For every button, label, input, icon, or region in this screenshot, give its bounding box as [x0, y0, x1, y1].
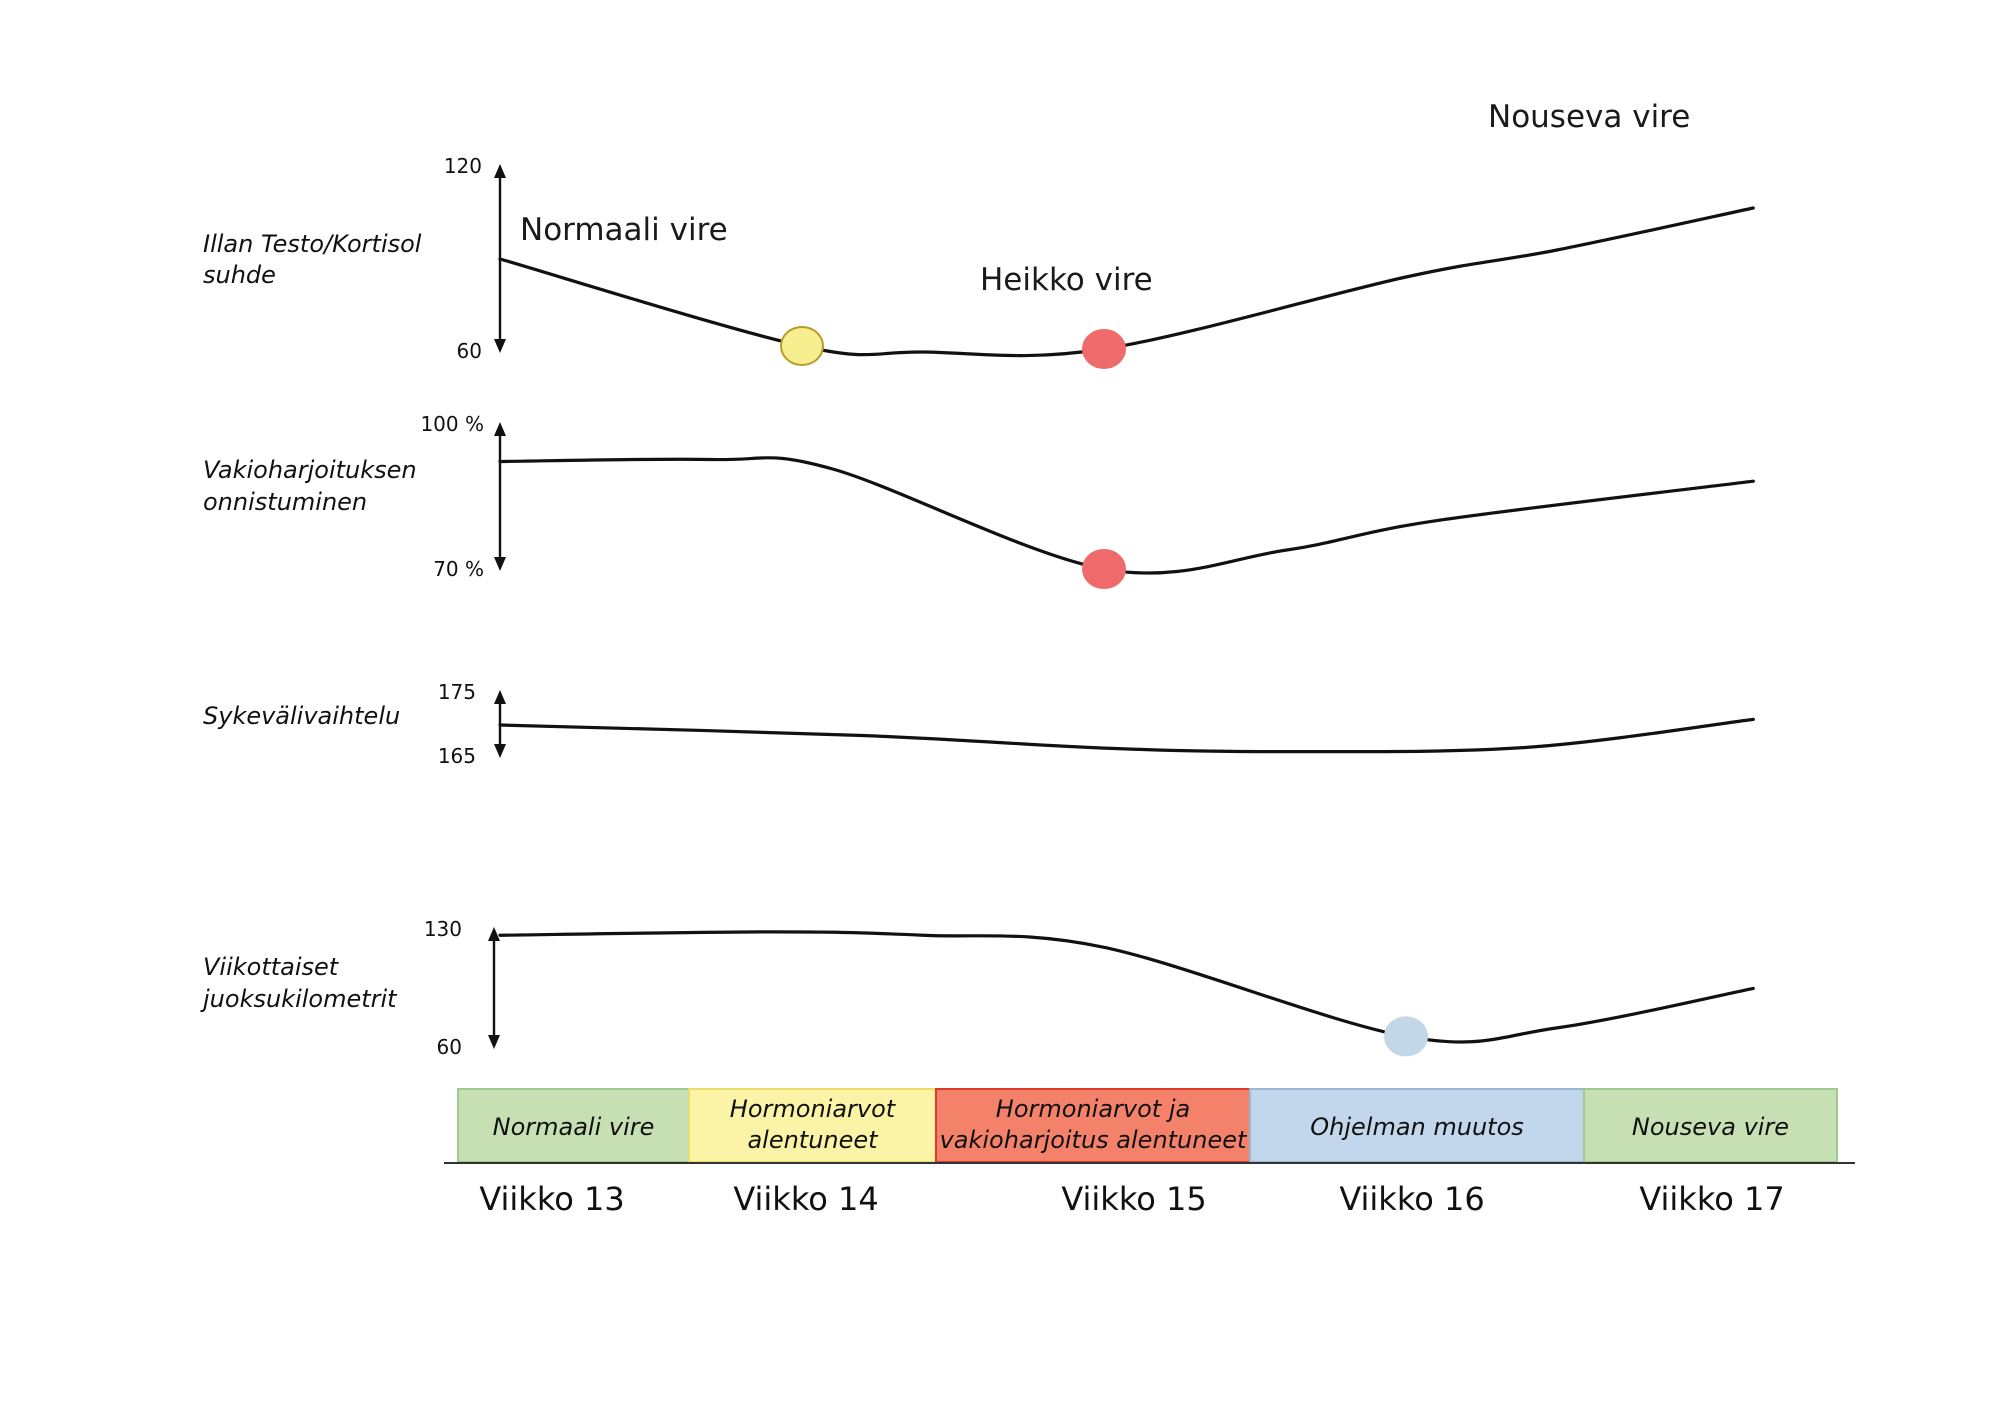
panel-axis-arrow-down-testo	[494, 339, 506, 353]
curve-juoksu	[498, 930, 1755, 1044]
phase-block-0	[457, 1088, 690, 1163]
week-labels: Viikko 13 Viikko 14 Viikko 15 Viikko 16 Viik…	[479, 1180, 1784, 1218]
panel-ymax-syke: 175	[438, 680, 476, 704]
panel-axes: 120 60 100 % 70 % 175 165 130 60	[420, 154, 506, 1059]
week-label-3: Viikko 16	[1339, 1180, 1484, 1218]
phase-label-4-line-0: Nouseva vire	[1632, 1113, 1789, 1141]
phase-label-2-line-1: vakioharjoitus alentuneet	[940, 1126, 1248, 1154]
panel-label-vakio-line-1: onnistuminen	[203, 488, 367, 516]
panel-ymin-vakio: 70 %	[433, 557, 484, 581]
phase-label-1-line-1: alentuneet	[747, 1126, 879, 1154]
phase-label-3-line-0: Ohjelman muutos	[1310, 1113, 1524, 1141]
phase-label-2-line-0: Hormoniarvot ja	[996, 1095, 1190, 1123]
week-label-0: Viikko 13	[479, 1180, 624, 1218]
panel-label-testo-line-1: suhde	[203, 261, 276, 289]
panel-axis-arrow-down-juoksu	[488, 1035, 500, 1049]
phase-block-4	[1583, 1088, 1838, 1163]
marker-testo-1	[1082, 329, 1126, 369]
panel-label-vakio-line-0: Vakioharjoituksen	[203, 456, 417, 484]
panel-curves	[498, 206, 1755, 1044]
curve-vakio	[498, 456, 1755, 575]
panel-ymin-juoksu: 60	[437, 1035, 462, 1059]
panel-ymax-vakio: 100 %	[420, 412, 484, 436]
panel-axis-arrow-up-juoksu	[488, 927, 500, 941]
annotation-normaali-vire: Normaali vire	[520, 212, 728, 248]
annotation-nouseva-vire: Nouseva vire	[1488, 99, 1690, 135]
marker-vakio-0	[1082, 549, 1126, 590]
phase-block-2	[935, 1088, 1251, 1163]
week-label-2: Viikko 15	[1061, 1180, 1206, 1218]
phase-block-1	[688, 1088, 937, 1163]
panel-labels: Illan Testo/Kortisol suhde Vakioharjoituks…	[200, 230, 422, 1013]
marker-testo-0	[780, 326, 824, 366]
panel-ymin-syke: 165	[438, 744, 476, 768]
phase-bar: Normaali vire Hormoniarvot alentuneet Hormo…	[457, 1088, 1838, 1163]
panel-axis-arrow-up-syke	[494, 690, 506, 704]
panel-ymax-juoksu: 130	[424, 917, 462, 941]
curve-syke	[498, 717, 1755, 754]
marker-juoksu-0	[1384, 1016, 1428, 1057]
phase-label-0-line-0: Normaali vire	[493, 1113, 655, 1141]
panel-ymin-testo: 60	[457, 339, 482, 363]
annotation-heikko-vire: Heikko vire	[980, 262, 1153, 298]
panel-label-juoksu-line-1: juoksukilometrit	[200, 985, 398, 1013]
panel-markers	[780, 326, 1428, 1057]
week-label-4: Viikko 17	[1639, 1180, 1784, 1218]
week-label-1: Viikko 14	[733, 1180, 878, 1218]
phase-label-1-line-0: Hormoniarvot	[730, 1095, 897, 1123]
annotations: Normaali vire Heikko vire Nouseva vire	[520, 99, 1690, 298]
panel-axis-arrow-down-vakio	[494, 557, 506, 571]
panel-label-juoksu-line-0: Viikottaiset	[203, 953, 340, 981]
panel-label-syke-line-0: Sykevälivaihtelu	[203, 702, 400, 730]
panel-axis-arrow-down-syke	[494, 744, 506, 758]
panel-label-testo-line-0: Illan Testo/Kortisol	[203, 230, 422, 258]
panel-axis-arrow-up-vakio	[494, 422, 506, 436]
panel-ymax-testo: 120	[444, 154, 482, 178]
panel-axis-arrow-up-testo	[494, 164, 506, 178]
